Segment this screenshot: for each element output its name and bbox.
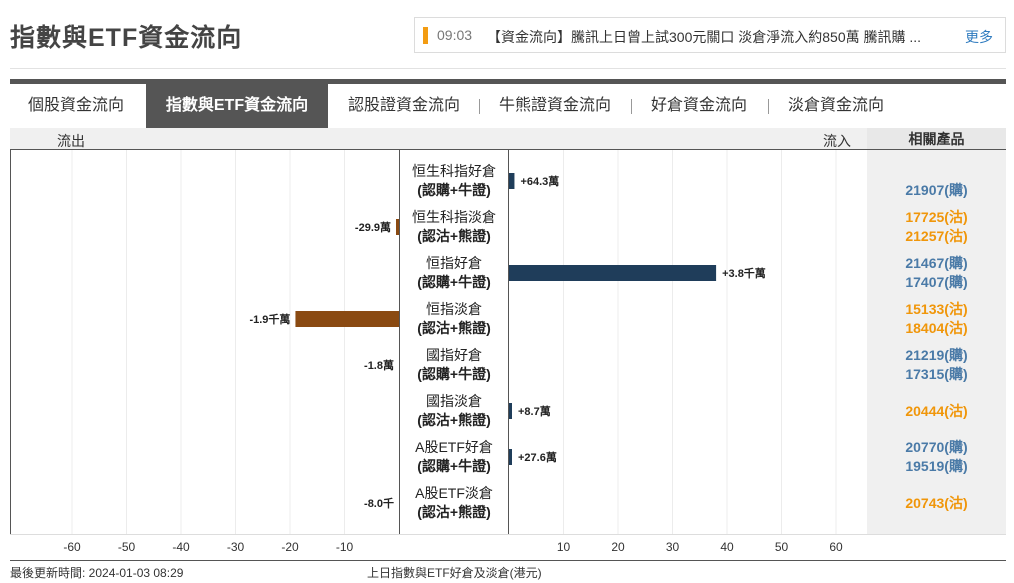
category-label: 恒生科指淡倉 (認沽+熊證) xyxy=(412,209,496,244)
inflow-bar xyxy=(509,449,512,465)
outflow-header: 流出 xyxy=(57,133,85,149)
header-divider xyxy=(10,68,1006,69)
bar-value-label: +27.6萬 xyxy=(518,450,557,464)
product-link[interactable]: 20743(沽) xyxy=(905,495,968,511)
product-link[interactable]: 19519(購) xyxy=(905,458,968,474)
category-label: 恒指淡倉 (認沽+熊證) xyxy=(417,301,491,336)
related-products-header: 相關產品 xyxy=(867,128,1006,150)
related-products: 15133(沽) 18404(沽) xyxy=(867,300,1006,338)
tab-separator xyxy=(768,99,769,114)
tab-short-flow[interactable]: 淡倉資金流向 xyxy=(788,97,885,114)
product-link[interactable]: 21467(購) xyxy=(905,255,968,271)
category-label: 恒指好倉 (認購+牛證) xyxy=(417,255,491,290)
tab-long-flow[interactable]: 好倉資金流向 xyxy=(651,97,748,114)
related-products: 21219(購) 17315(購) xyxy=(867,346,1006,384)
x-tick-label: -20 xyxy=(281,540,299,554)
x-tick-label: 10 xyxy=(557,540,571,554)
product-link[interactable]: 17725(沽) xyxy=(905,209,968,225)
product-link[interactable]: 18404(沽) xyxy=(905,320,968,336)
tab-cbbc-flow[interactable]: 牛熊證資金流向 xyxy=(499,97,612,114)
product-link[interactable]: 21219(購) xyxy=(905,347,968,363)
axis-baseline xyxy=(10,560,1006,561)
related-products: 21907(購) xyxy=(867,181,1006,200)
x-tick-label: 20 xyxy=(611,540,625,554)
more-link[interactable]: 更多 xyxy=(965,29,993,45)
product-link[interactable]: 17315(購) xyxy=(905,366,968,382)
inflow-header: 流入 xyxy=(823,133,851,149)
tab-separator xyxy=(479,99,480,114)
category-label: A股ETF淡倉 (認沽+熊證) xyxy=(415,485,493,520)
bar-value-label: -29.9萬 xyxy=(355,220,391,234)
x-tick-label: 30 xyxy=(666,540,680,554)
inflow-bar xyxy=(509,265,717,281)
category-label: 國指淡倉 (認沽+熊證) xyxy=(417,393,491,428)
x-tick-label: 50 xyxy=(775,540,789,554)
category-label: A股ETF好倉 (認購+牛證) xyxy=(415,439,493,474)
bar-value-label: +8.7萬 xyxy=(518,404,551,418)
bar-value-label: -1.8萬 xyxy=(364,358,394,372)
related-products-column xyxy=(867,150,1006,534)
inflow-bar xyxy=(509,173,515,189)
last-updated: 最後更新時間: 2024-01-03 08:29 xyxy=(10,566,184,580)
inflow-bar xyxy=(509,403,512,419)
related-products: 20444(沽) xyxy=(867,402,1006,421)
tab-separator xyxy=(631,99,632,114)
flow-table-header: 流出 流入 相關產品 xyxy=(10,128,1006,150)
tab-stock-flow[interactable]: 個股資金流向 xyxy=(28,97,125,114)
ticker-time: 09:03 xyxy=(437,27,473,43)
header-underline xyxy=(10,149,1006,150)
news-ticker[interactable]: 09:03 【資金流向】騰訊上日曾上試300元關口 淡倉淨流入約850萬 騰訊購… xyxy=(414,17,1006,53)
x-tick-label: -60 xyxy=(63,540,81,554)
x-tick-label: -30 xyxy=(227,540,245,554)
tab-bar-top-border xyxy=(10,79,1006,84)
related-products: 20770(購) 19519(購) xyxy=(867,438,1006,476)
tab-bar: 個股資金流向 指數與ETF資金流向 認股證資金流向 牛熊證資金流向 好倉資金流向… xyxy=(10,84,1006,128)
tab-index-etf-flow[interactable]: 指數與ETF資金流向 xyxy=(146,84,328,128)
bar-value-label: +3.8千萬 xyxy=(722,266,766,280)
bar-value-label: +64.3萬 xyxy=(520,174,559,188)
page-title: 指數與ETF資金流向 xyxy=(10,24,243,52)
related-products: 21467(購) 17407(購) xyxy=(867,254,1006,292)
tab-warrant-flow[interactable]: 認股證資金流向 xyxy=(348,97,461,114)
product-link[interactable]: 17407(購) xyxy=(905,274,968,290)
x-tick-label: 60 xyxy=(829,540,843,554)
bar-value-label: -8.0千 xyxy=(364,496,394,510)
chart-note: 上日指數與ETF好倉及淡倉(港元) xyxy=(367,566,542,580)
x-tick-label: -10 xyxy=(336,540,354,554)
bar-value-label: -1.9千萬 xyxy=(249,312,290,326)
category-label: 國指好倉 (認購+牛證) xyxy=(417,347,491,382)
outflow-bar xyxy=(295,311,399,327)
product-link[interactable]: 15133(沽) xyxy=(905,301,968,317)
product-link[interactable]: 21907(購) xyxy=(905,182,968,198)
related-products: 20743(沽) xyxy=(867,494,1006,513)
x-tick-label: -50 xyxy=(118,540,136,554)
x-tick-label: 40 xyxy=(720,540,734,554)
product-link[interactable]: 20770(購) xyxy=(905,439,968,455)
x-tick-label: -40 xyxy=(172,540,190,554)
product-link[interactable]: 20444(沽) xyxy=(905,403,968,419)
ticker-marker xyxy=(423,27,428,44)
outflow-bar xyxy=(396,219,399,235)
product-link[interactable]: 21257(沽) xyxy=(905,228,968,244)
category-label: 恒生科指好倉 (認購+牛證) xyxy=(412,163,496,198)
related-products: 17725(沽) 21257(沽) xyxy=(867,208,1006,246)
